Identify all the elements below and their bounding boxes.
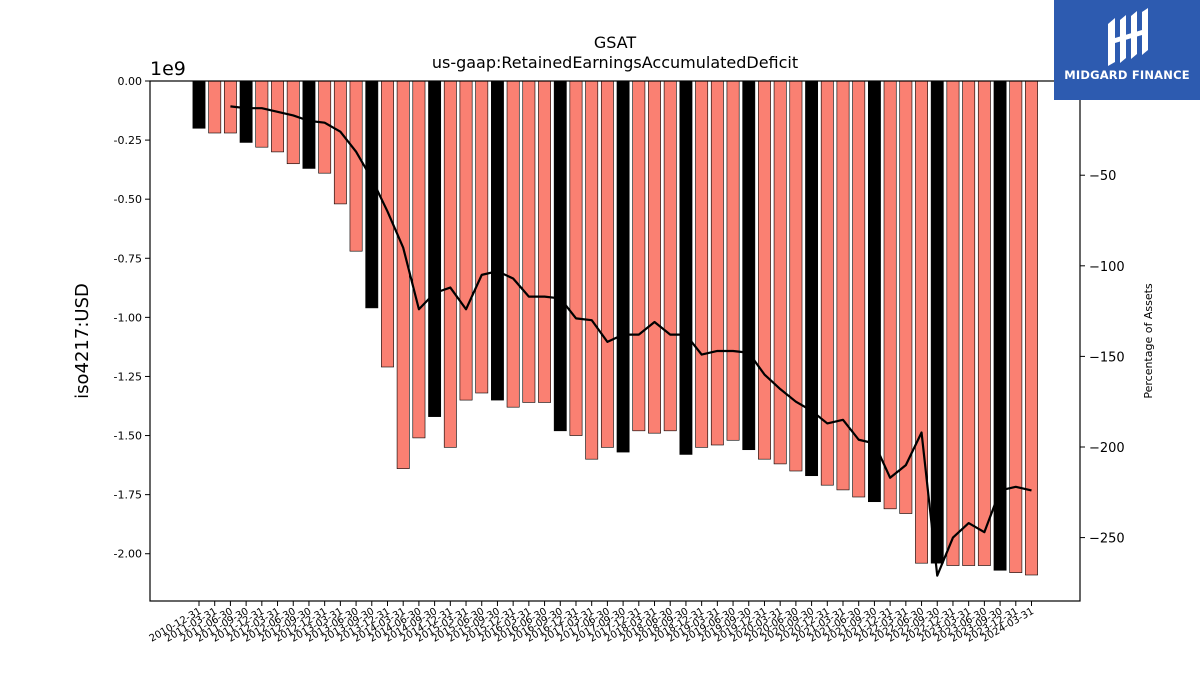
pct-line-layer bbox=[230, 105, 1032, 577]
bar bbox=[962, 80, 976, 566]
y-offset-label: 1e9 bbox=[150, 58, 186, 80]
bar bbox=[553, 80, 567, 432]
y-axis-label: iso4217:USD bbox=[72, 283, 93, 399]
bar bbox=[412, 80, 426, 439]
bar bbox=[271, 80, 284, 153]
y-tick-label: -1.50 bbox=[114, 430, 142, 443]
bar bbox=[710, 80, 724, 446]
bar bbox=[695, 80, 709, 448]
bar bbox=[475, 80, 489, 394]
bar bbox=[1025, 80, 1038, 576]
bar bbox=[820, 80, 834, 486]
bar bbox=[443, 80, 457, 448]
bar bbox=[867, 80, 881, 503]
bar bbox=[663, 80, 677, 432]
bar bbox=[333, 80, 347, 205]
bar bbox=[365, 80, 379, 309]
bar bbox=[506, 80, 520, 408]
bar bbox=[192, 80, 206, 129]
bar bbox=[600, 80, 614, 448]
bar bbox=[742, 80, 756, 451]
bar bbox=[836, 80, 850, 491]
bars bbox=[192, 80, 1038, 576]
bar bbox=[789, 80, 803, 472]
bar bbox=[616, 80, 630, 453]
bar bbox=[491, 80, 504, 401]
y2-tick-label: −150 bbox=[1089, 350, 1125, 365]
y-axis-ticks: 0.00 -0.25 -0.50 -0.75 -1.00 -1.25 -1.50 -1.75 -… bbox=[114, 75, 150, 561]
bar bbox=[758, 80, 771, 460]
plot-frame bbox=[149, 80, 1081, 602]
bar bbox=[632, 80, 646, 432]
x-axis-ticks: 2010-12-312011-03-312011-06-302011-09-30… bbox=[148, 601, 1036, 645]
bar bbox=[930, 80, 944, 564]
bar bbox=[899, 80, 913, 514]
y-tick-label: -1.25 bbox=[114, 370, 142, 383]
y-tick-label: -0.75 bbox=[114, 252, 142, 265]
bar bbox=[648, 80, 661, 434]
bar bbox=[318, 80, 332, 174]
y2-tick-label: −50 bbox=[1089, 169, 1116, 184]
y2-tick-label: −250 bbox=[1089, 532, 1125, 547]
y-tick-label: -0.25 bbox=[114, 134, 142, 147]
bar bbox=[286, 80, 300, 165]
midgard-logo-icon bbox=[1108, 8, 1148, 66]
bar bbox=[208, 80, 222, 134]
bar bbox=[993, 80, 1007, 571]
y2-axis-label: Percentage of Assets bbox=[1142, 283, 1155, 399]
y2-tick-label: −200 bbox=[1089, 441, 1125, 456]
bar bbox=[428, 80, 442, 417]
bar bbox=[1009, 80, 1023, 573]
bar bbox=[569, 80, 583, 436]
chart-subtitle: us-gaap:RetainedEarningsAccumulatedDefic… bbox=[432, 53, 798, 72]
bar bbox=[805, 80, 819, 477]
bar bbox=[538, 80, 551, 403]
bar bbox=[679, 80, 693, 455]
bar bbox=[726, 80, 740, 441]
y-tick-label: -0.50 bbox=[114, 193, 142, 206]
bar bbox=[349, 80, 363, 252]
pct-of-assets-line bbox=[230, 105, 1032, 577]
logo-text: MIDGARD FINANCE bbox=[1064, 68, 1190, 82]
bar bbox=[773, 80, 787, 465]
y-tick-label: -1.00 bbox=[114, 311, 142, 324]
chart-title: GSAT bbox=[594, 33, 637, 52]
logo: MIDGARD FINANCE bbox=[1054, 0, 1200, 100]
bar bbox=[883, 80, 897, 510]
bar bbox=[915, 80, 928, 564]
bar bbox=[977, 80, 991, 566]
y2-tick-label: −100 bbox=[1089, 260, 1125, 275]
bar bbox=[396, 80, 410, 469]
bar bbox=[946, 80, 960, 566]
y2-axis-ticks: −50 −100 −150 −200 −250 bbox=[1080, 169, 1125, 547]
y-tick-label: -2.00 bbox=[114, 548, 142, 561]
bar bbox=[302, 80, 316, 169]
bar bbox=[459, 80, 473, 401]
y-tick-label: -1.75 bbox=[114, 489, 142, 502]
bar bbox=[522, 80, 536, 403]
y-tick-label: 0.00 bbox=[118, 75, 143, 88]
bar bbox=[239, 80, 253, 143]
bar bbox=[585, 80, 599, 460]
bar bbox=[255, 80, 269, 148]
